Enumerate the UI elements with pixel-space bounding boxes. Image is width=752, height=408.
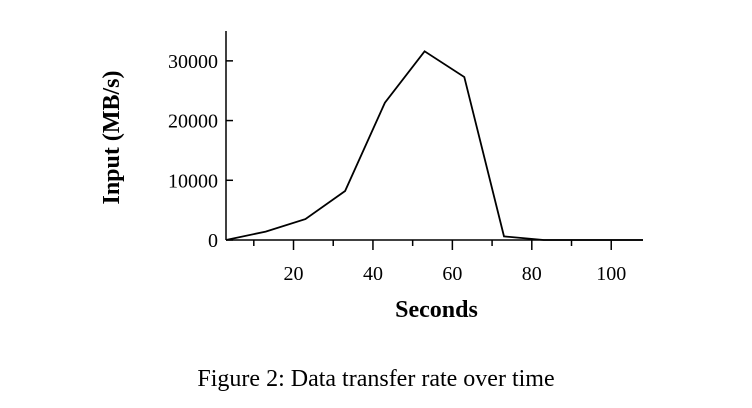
- x-tick-label: 80: [522, 263, 542, 285]
- x-axis-title: Seconds: [395, 297, 478, 323]
- y-tick-label: 30000: [168, 51, 218, 73]
- x-tick-label: 20: [284, 263, 304, 285]
- x-tick-label: 40: [363, 263, 383, 285]
- y-ticks: 0 10000 20000 30000: [168, 51, 233, 252]
- x-tick-label: 60: [442, 263, 462, 285]
- figure-caption: Figure 2: Data transfer rate over time: [197, 366, 554, 392]
- y-tick-label: 10000: [168, 170, 218, 192]
- axes: [225, 31, 643, 241]
- x-tick-label: 100: [596, 263, 626, 285]
- y-tick-label: 0: [208, 230, 218, 252]
- x-ticks: 20 40 60 80 100: [253, 240, 626, 285]
- data-series-line: [225, 50, 643, 241]
- y-tick-label: 20000: [168, 111, 218, 133]
- y-axis-title: Input (MB/s): [99, 70, 125, 204]
